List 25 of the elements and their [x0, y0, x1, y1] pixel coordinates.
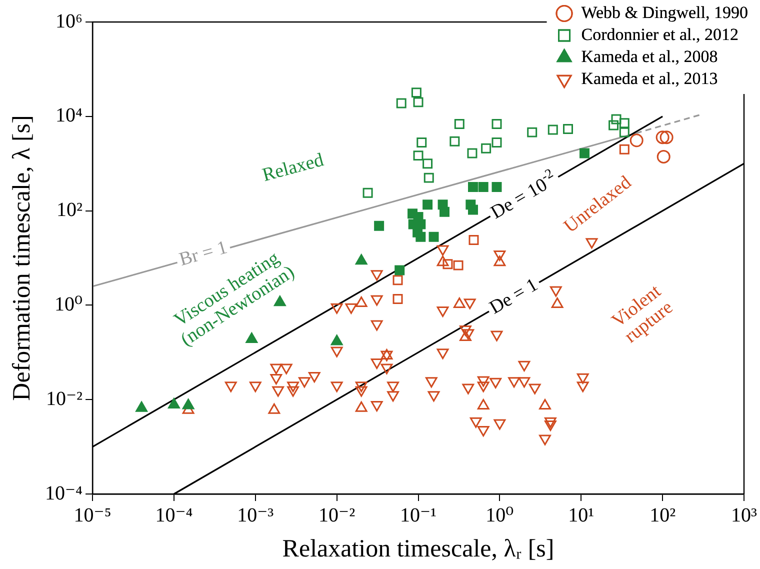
x-tick-label: 10¹: [568, 504, 594, 526]
x-axis-title: Relaxation timescale, λᵣ [s]: [282, 536, 554, 563]
y-tick-label: 10⁰: [54, 293, 83, 316]
y-tick-label: 10⁻²: [46, 388, 83, 410]
x-tick-label: 10²: [650, 504, 676, 526]
y-tick-label: 10⁶: [56, 10, 83, 32]
annotation: De = 1: [486, 274, 542, 319]
x-tick-label: 10⁰: [486, 504, 514, 526]
y-axis-title: Deformation timescale, λ [s]: [8, 115, 36, 401]
y-tick-label: 10⁴: [56, 104, 83, 127]
y-tick-label: 10⁻⁴: [45, 482, 83, 504]
x-tick-label: 10⁻⁴: [155, 504, 193, 526]
x-tick-label: 10⁻¹: [400, 504, 437, 526]
x-tick-label: 10⁻²: [318, 504, 356, 526]
annotation: De = 10-2: [487, 165, 556, 224]
y-tick-label: 10²: [56, 199, 83, 222]
annotation: Br = 1: [176, 237, 230, 270]
legend-label: Webb & Dingwell, 1990: [581, 2, 748, 22]
x-tick-label: 10⁻³: [237, 504, 274, 526]
legend-label: Cordonnier et al., 2012: [581, 24, 738, 44]
legend-label: Kameda et al., 2013: [581, 68, 718, 88]
x-tick-label: 10⁻⁵: [74, 504, 112, 526]
x-tick-label: 10³: [731, 504, 757, 526]
annotation: Relaxed: [260, 149, 326, 186]
legend-label: Kameda et al., 2008: [581, 46, 718, 66]
